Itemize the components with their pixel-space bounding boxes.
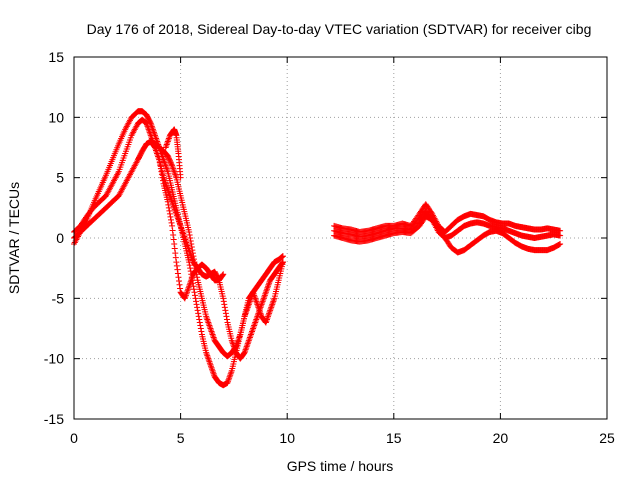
data-point — [191, 292, 198, 299]
data-point — [171, 245, 178, 252]
data-point — [168, 216, 175, 223]
data-point — [195, 313, 202, 320]
data-point — [169, 222, 176, 229]
x-tick-label: 10 — [279, 430, 295, 446]
data-point — [221, 301, 228, 308]
data-point — [177, 174, 184, 181]
data-point — [157, 165, 164, 172]
data-marks — [71, 108, 564, 389]
x-tick-label: 25 — [599, 430, 615, 446]
y-tick-labels: -15 -10 -5 0 5 10 15 — [44, 49, 64, 427]
data-point — [165, 204, 172, 211]
data-point — [171, 241, 178, 248]
data-point — [187, 235, 194, 241]
data-point — [175, 274, 182, 281]
data-point — [186, 231, 193, 238]
data-point — [167, 213, 174, 220]
data-point — [220, 271, 227, 278]
y-tick-label: -10 — [44, 351, 64, 367]
data-point — [186, 262, 193, 269]
data-point — [193, 298, 200, 305]
data-point — [158, 171, 165, 178]
data-point — [174, 270, 181, 277]
x-tick-label: 0 — [70, 430, 78, 446]
series-track-4 — [147, 138, 227, 302]
data-point — [157, 162, 164, 169]
data-point — [279, 259, 286, 266]
data-point — [176, 281, 183, 288]
data-point — [172, 250, 179, 257]
data-point — [222, 307, 229, 314]
series-track-5 — [162, 126, 184, 181]
data-point — [557, 232, 564, 239]
chart-title: Day 176 of 2018, Sidereal Day-to-day VTE… — [87, 21, 592, 37]
data-point — [192, 295, 199, 302]
data-point — [557, 241, 564, 248]
data-point — [176, 277, 183, 284]
data-point — [193, 301, 200, 308]
data-point — [177, 285, 184, 292]
series-track-8 — [331, 208, 564, 241]
y-tick-label: -5 — [52, 290, 65, 306]
y-tick-label: -15 — [44, 411, 64, 427]
data-point — [223, 313, 230, 320]
data-point — [279, 253, 286, 260]
y-tick-label: 10 — [48, 109, 64, 125]
y-axis-label: SDTVAR / TECUs — [6, 182, 22, 294]
data-point — [168, 161, 175, 168]
data-point — [160, 177, 167, 184]
data-point — [159, 174, 166, 181]
data-point — [197, 322, 204, 329]
data-point — [166, 207, 173, 214]
data-point — [194, 307, 201, 314]
grid — [74, 57, 607, 419]
plot-frame — [73, 56, 608, 420]
data-point — [190, 286, 197, 293]
data-point — [166, 210, 173, 217]
data-point — [165, 201, 172, 208]
data-point — [195, 310, 202, 317]
data-point — [222, 310, 229, 317]
data-point — [220, 295, 227, 302]
y-tick-label: 0 — [56, 230, 64, 246]
y-tick-label: 5 — [56, 170, 64, 186]
x-axis-label: GPS time / hours — [287, 458, 394, 474]
x-tick-label: 20 — [493, 430, 509, 446]
data-point — [279, 259, 286, 266]
y-tick-label: 15 — [48, 49, 64, 65]
data-point — [169, 227, 176, 234]
data-point — [196, 316, 203, 323]
data-point — [187, 265, 194, 272]
data-point — [220, 298, 227, 305]
data-point — [156, 156, 163, 163]
data-point — [156, 159, 163, 166]
data-point — [170, 231, 177, 238]
data-point — [168, 219, 175, 226]
data-point — [174, 266, 181, 273]
data-point — [221, 304, 228, 311]
data-point — [223, 316, 230, 323]
data-point — [186, 228, 193, 235]
data-point — [191, 289, 198, 296]
data-point — [170, 236, 177, 243]
data-point — [164, 198, 171, 205]
data-point — [173, 262, 180, 269]
data-point — [196, 319, 203, 326]
data-point — [172, 254, 179, 261]
x-tick-label: 5 — [177, 430, 185, 446]
x-tick-label: 15 — [386, 430, 402, 446]
data-point — [158, 168, 165, 175]
x-tick-labels: 0 5 10 15 20 25 — [70, 430, 615, 446]
data-point — [219, 271, 226, 278]
series-track-3 — [71, 116, 286, 362]
data-point — [197, 325, 204, 332]
data-point — [198, 328, 205, 335]
data-point — [173, 259, 180, 266]
data-point — [194, 304, 201, 311]
